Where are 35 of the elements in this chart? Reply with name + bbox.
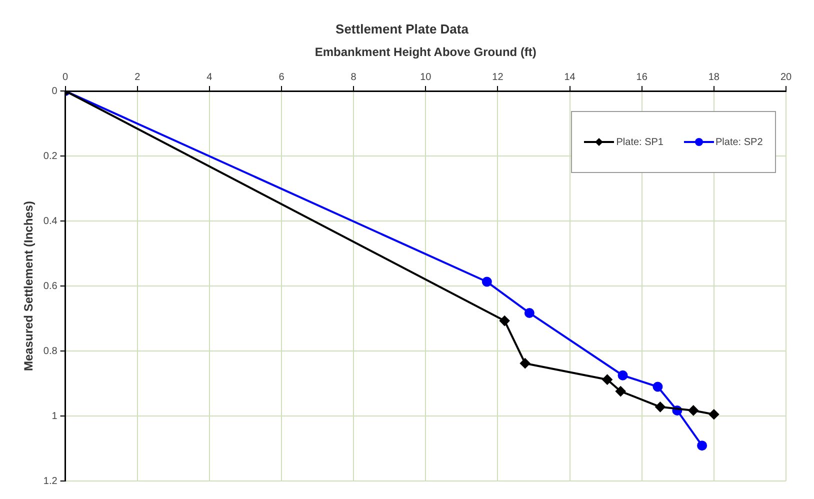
y-tick-label: 0.8 — [43, 346, 58, 357]
y-tick-label: 0.4 — [43, 216, 58, 227]
point — [500, 316, 510, 326]
x-tick-label: 4 — [206, 72, 213, 83]
x-tick-label: 14 — [564, 72, 576, 83]
chart-title: Settlement Plate Data — [336, 21, 470, 36]
y-tick-label: 0.2 — [43, 150, 58, 162]
x-tick-label: 8 — [350, 72, 357, 83]
point — [602, 374, 612, 385]
x-tick-label: 20 — [780, 72, 792, 83]
y-tick-label: 0 — [52, 86, 58, 97]
y-tick-label: 1.2 — [43, 476, 58, 487]
point — [482, 276, 492, 287]
x-tick-label: 12 — [492, 72, 504, 83]
x-tick-label: 16 — [636, 72, 648, 83]
point — [618, 370, 628, 380]
point — [708, 409, 719, 420]
x-tick-label: 2 — [134, 72, 141, 83]
x-tick-label: 6 — [278, 72, 285, 83]
x-axis-title: Embankment Height Above Ground (ft) — [314, 45, 536, 60]
point — [524, 308, 534, 318]
point — [616, 386, 626, 396]
legend-label: Plate: SP2 — [716, 136, 763, 148]
point — [652, 382, 663, 392]
y-tick-label: 0.6 — [43, 280, 58, 292]
y-axis-title: Measured Settlement (Inches) — [22, 200, 36, 372]
point — [655, 402, 666, 412]
point — [688, 405, 698, 416]
y-tick-label: 1 — [52, 410, 58, 422]
x-tick-label: 18 — [708, 72, 720, 83]
point — [520, 358, 530, 368]
x-tick-label: 0 — [62, 72, 69, 83]
point — [697, 440, 708, 451]
x-tick-label: 10 — [420, 72, 432, 83]
legend-label: Plate: SP1 — [616, 136, 664, 148]
